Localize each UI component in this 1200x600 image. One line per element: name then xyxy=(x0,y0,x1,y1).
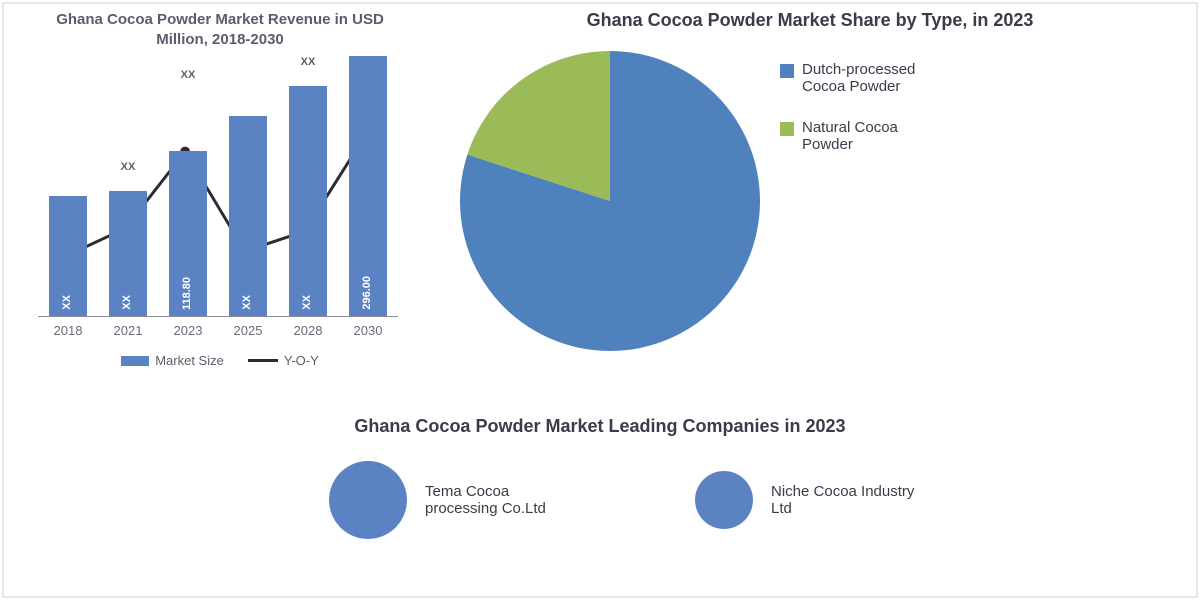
pie-legend-label: Dutch-processed Cocoa Powder xyxy=(802,61,950,95)
bar: 118.80 XX xyxy=(169,56,207,316)
bar-value-label: XX xyxy=(241,295,253,310)
bar: XX XX xyxy=(109,56,147,316)
x-axis-label: 2025 xyxy=(234,323,263,338)
bar-value-label: XX xyxy=(121,295,133,310)
bar-value-label: 118.80 xyxy=(181,277,193,310)
pie-legend-swatch xyxy=(780,122,794,136)
pie-chart-svg xyxy=(440,41,780,361)
legend-market-size: Market Size xyxy=(121,353,224,368)
x-axis-label: 2023 xyxy=(174,323,203,338)
swatch-line-icon xyxy=(248,359,278,362)
bar-chart-title: Ghana Cocoa Powder Market Revenue in USD… xyxy=(30,10,410,49)
swatch-bar-icon xyxy=(121,356,149,366)
x-axis-label: 2028 xyxy=(294,323,323,338)
pie-legend-item: Dutch-processed Cocoa Powder xyxy=(780,61,950,95)
bar-top-label: XX xyxy=(181,69,196,81)
legend-yoy: Y-O-Y xyxy=(248,353,319,368)
legend-market-size-label: Market Size xyxy=(155,353,224,368)
companies-section: Ghana Cocoa Powder Market Leading Compan… xyxy=(0,416,1200,559)
bar-chart-area: XX XX XX 118.80 XX XX XX XX 296.00 xyxy=(38,57,398,317)
x-axis-label: 2030 xyxy=(354,323,383,338)
pie-chart-body: Dutch-processed Cocoa Powder Natural Coco… xyxy=(440,41,1180,361)
company-label: Tema Cocoa processing Co.Ltd xyxy=(425,483,585,517)
pie-legend-label: Natural Cocoa Powder xyxy=(802,119,950,153)
top-row: Ghana Cocoa Powder Market Revenue in USD… xyxy=(0,0,1200,400)
bar-top-label: XX xyxy=(301,56,316,68)
bar-value-label: XX xyxy=(301,295,313,310)
bar-top-label: XX xyxy=(121,161,136,173)
bar-chart-x-axis: 2018 2021 2023 2025 2028 2030 xyxy=(38,323,398,343)
company-bubble-icon xyxy=(329,461,407,539)
pie-chart-legend: Dutch-processed Cocoa Powder Natural Coco… xyxy=(780,61,1180,177)
pie-chart-panel: Ghana Cocoa Powder Market Share by Type,… xyxy=(420,0,1200,400)
bar: XX xyxy=(229,56,267,316)
bar: XX XX xyxy=(289,56,327,316)
companies-title: Ghana Cocoa Powder Market Leading Compan… xyxy=(40,416,1160,437)
pie-legend-swatch xyxy=(780,64,794,78)
legend-yoy-label: Y-O-Y xyxy=(284,353,319,368)
yoy-line xyxy=(38,57,398,316)
company-label: Niche Cocoa Industry Ltd xyxy=(771,483,931,517)
bar: 296.00 xyxy=(349,56,387,316)
bar-value-label: 296.00 xyxy=(361,276,373,310)
bar-chart-legend: Market Size Y-O-Y xyxy=(30,353,410,368)
pie-legend-item: Natural Cocoa Powder xyxy=(780,119,950,153)
pie-chart-title: Ghana Cocoa Powder Market Share by Type,… xyxy=(440,10,1180,31)
company-item: Niche Cocoa Industry Ltd xyxy=(695,471,931,529)
company-item: Tema Cocoa processing Co.Ltd xyxy=(329,461,585,539)
x-axis-label: 2021 xyxy=(114,323,143,338)
bar-chart-panel: Ghana Cocoa Powder Market Revenue in USD… xyxy=(0,0,420,400)
x-axis-label: 2018 xyxy=(54,323,83,338)
company-bubble-icon xyxy=(695,471,753,529)
bar: XX xyxy=(49,56,87,316)
companies-row: Tema Cocoa processing Co.Ltd Niche Cocoa … xyxy=(40,461,1160,539)
bar-value-label: XX xyxy=(61,295,73,310)
